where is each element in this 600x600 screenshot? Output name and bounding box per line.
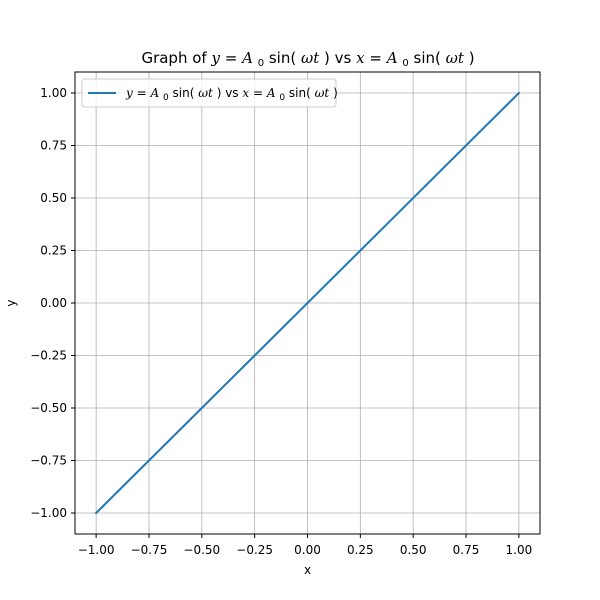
legend-box [81, 78, 337, 108]
series-line-0 [94, 91, 521, 515]
title-x-var: x [356, 49, 365, 67]
title-amp-sub-1: 0 [258, 58, 264, 69]
legend-close-1: ) [217, 86, 222, 100]
y-tick-label-1: −0.75 [30, 454, 67, 468]
legend-amp-sub-2: 0 [279, 93, 285, 103]
legend-vs: vs [225, 86, 242, 100]
title-fn-2: sin( [414, 49, 441, 67]
series-layer [94, 91, 521, 515]
x-ticks: −1.00 −0.75 −0.50 −0.25 0.00 0.25 0.50 0.75 1.00 [78, 534, 532, 557]
title-fn-1: sin( [269, 49, 296, 67]
y-tick-label-2: −0.50 [30, 401, 67, 415]
x-tick-label-4: 0.00 [294, 543, 321, 557]
x-tick-label-1: −0.75 [131, 543, 168, 557]
title-close-1: ) [324, 49, 330, 67]
y-tick-label-0: −1.00 [30, 506, 67, 520]
legend-amp-1: A [149, 86, 159, 100]
legend-eq-2: = [253, 86, 267, 100]
legend: y = A 0 sin( ωt ) vs x = A 0 sin( ωt ) [81, 78, 338, 108]
legend-omega-t-2: ωt [315, 86, 330, 100]
legend-close-2: ) [333, 86, 338, 100]
y-tick-label-4: 0.00 [40, 296, 67, 310]
legend-amp-sub-1: 0 [163, 93, 169, 103]
x-tick-label-7: 0.75 [453, 543, 480, 557]
legend-eq-1: = [137, 86, 151, 100]
y-axis-label: y [4, 299, 18, 306]
x-axis-label: x [304, 563, 311, 577]
legend-omega-t-1: ωt [198, 86, 213, 100]
legend-y-var: y [125, 86, 133, 100]
legend-entry-label: y = A 0 sin( ωt ) vs x = A 0 sin( ωt ) [125, 86, 338, 103]
y-tick-label-5: 0.25 [40, 244, 67, 258]
y-tick-label-7: 0.75 [40, 139, 67, 153]
title-amp-sub-2: 0 [402, 58, 408, 69]
legend-fn-2: sin( [289, 86, 311, 100]
title-vs: vs [335, 49, 356, 67]
y-tick-label-3: −0.25 [30, 349, 67, 363]
title-eq-2: = [369, 49, 386, 67]
title-amp-1: A [240, 49, 253, 67]
title-amp-2: A [385, 49, 398, 67]
legend-amp-2: A [266, 86, 276, 100]
x-tick-label-5: 0.25 [347, 543, 374, 557]
title-omega-t-2: ωt [446, 49, 465, 67]
y-tick-label-6: 0.50 [40, 191, 67, 205]
x-tick-label-2: −0.50 [183, 543, 220, 557]
legend-fn-1: sin( [173, 86, 195, 100]
y-tick-label-8: 1.00 [40, 86, 67, 100]
chart-title: Graph of y = A 0 sin( ωt ) vs x = A 0 si… [141, 49, 474, 70]
title-y-var: y [210, 49, 220, 67]
x-tick-label-6: 0.50 [400, 543, 427, 557]
title-omega-t-1: ωt [301, 49, 320, 67]
y-ticks: −1.00 −0.75 −0.50 −0.25 0.00 0.25 0.50 0.75 1.00 [30, 86, 75, 520]
title-close-2: ) [469, 49, 475, 67]
legend-x-var: x [242, 86, 249, 100]
title-prefix: Graph of [141, 49, 211, 67]
x-tick-label-8: 1.00 [506, 543, 533, 557]
x-tick-label-3: −0.25 [236, 543, 273, 557]
x-tick-label-0: −1.00 [78, 543, 115, 557]
title-eq-1: = [225, 49, 242, 67]
